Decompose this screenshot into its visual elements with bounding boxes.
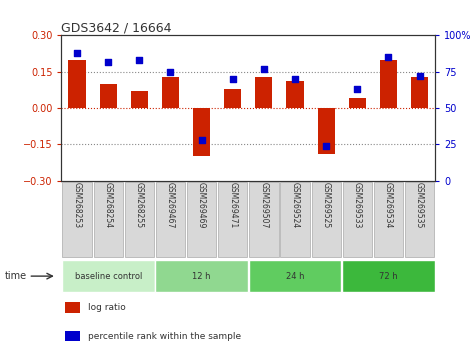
Bar xyxy=(349,98,366,108)
Point xyxy=(73,50,81,56)
Text: GSM268253: GSM268253 xyxy=(72,182,81,228)
Text: GSM268254: GSM268254 xyxy=(104,182,113,228)
Text: GSM269471: GSM269471 xyxy=(228,182,237,228)
Bar xyxy=(131,91,148,108)
Bar xyxy=(162,76,179,108)
FancyBboxPatch shape xyxy=(156,182,185,257)
FancyBboxPatch shape xyxy=(94,182,123,257)
FancyBboxPatch shape xyxy=(249,260,342,292)
Text: percentile rank within the sample: percentile rank within the sample xyxy=(88,332,241,341)
Point xyxy=(260,66,268,72)
Bar xyxy=(380,59,397,108)
Bar xyxy=(411,76,428,108)
Point xyxy=(385,54,392,60)
Bar xyxy=(65,302,80,313)
Text: GSM268255: GSM268255 xyxy=(135,182,144,228)
Bar xyxy=(317,108,335,154)
Point xyxy=(136,57,143,63)
FancyBboxPatch shape xyxy=(342,260,435,292)
Bar xyxy=(224,88,241,108)
Text: baseline control: baseline control xyxy=(75,272,142,281)
Text: 12 h: 12 h xyxy=(193,272,211,281)
Bar xyxy=(100,84,117,108)
Point xyxy=(198,137,205,143)
Bar xyxy=(255,76,272,108)
FancyBboxPatch shape xyxy=(405,182,434,257)
FancyBboxPatch shape xyxy=(218,182,247,257)
Text: 24 h: 24 h xyxy=(286,272,304,281)
FancyBboxPatch shape xyxy=(374,182,403,257)
Point xyxy=(105,59,112,64)
Point xyxy=(416,73,423,79)
Text: GSM269469: GSM269469 xyxy=(197,182,206,228)
FancyBboxPatch shape xyxy=(62,260,155,292)
Point xyxy=(166,69,174,74)
FancyBboxPatch shape xyxy=(312,182,341,257)
Text: GSM269525: GSM269525 xyxy=(322,182,331,228)
Text: GSM269507: GSM269507 xyxy=(259,182,268,228)
Text: GDS3642 / 16664: GDS3642 / 16664 xyxy=(61,21,172,34)
Text: GSM269524: GSM269524 xyxy=(290,182,299,228)
Bar xyxy=(65,331,80,341)
Text: GSM269533: GSM269533 xyxy=(353,182,362,228)
Bar xyxy=(287,81,304,108)
FancyBboxPatch shape xyxy=(155,260,248,292)
FancyBboxPatch shape xyxy=(280,182,310,257)
Point xyxy=(291,76,299,82)
Text: GSM269535: GSM269535 xyxy=(415,182,424,228)
Point xyxy=(229,76,236,82)
Point xyxy=(323,143,330,149)
FancyBboxPatch shape xyxy=(342,182,372,257)
Text: log ratio: log ratio xyxy=(88,303,125,313)
FancyBboxPatch shape xyxy=(187,182,216,257)
FancyBboxPatch shape xyxy=(249,182,279,257)
Text: GSM269534: GSM269534 xyxy=(384,182,393,228)
Bar xyxy=(69,59,86,108)
Text: 72 h: 72 h xyxy=(379,272,398,281)
FancyBboxPatch shape xyxy=(125,182,154,257)
FancyBboxPatch shape xyxy=(62,182,92,257)
Text: GSM269467: GSM269467 xyxy=(166,182,175,228)
Point xyxy=(353,86,361,92)
Text: time: time xyxy=(5,271,27,281)
Bar xyxy=(193,108,210,156)
